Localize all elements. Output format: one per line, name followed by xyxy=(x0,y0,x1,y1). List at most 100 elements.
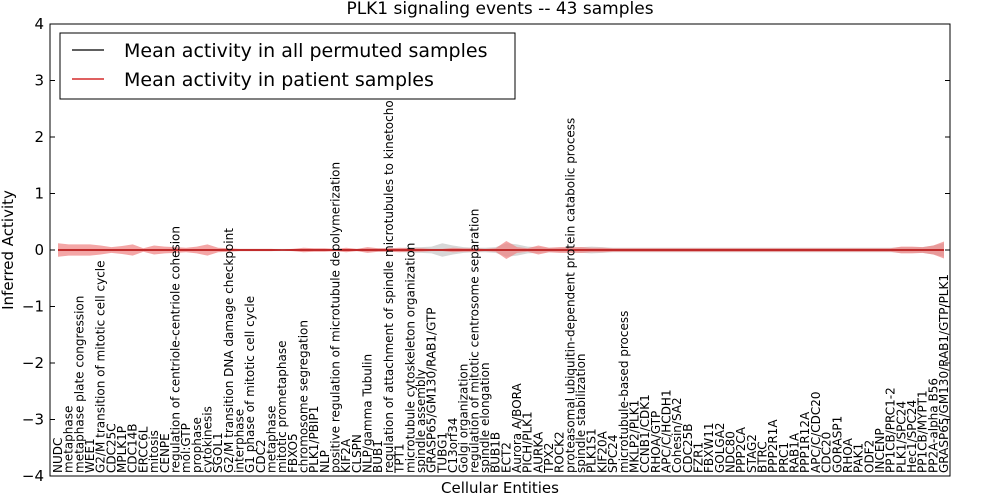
x-tick-label-bub1: BUB1 xyxy=(371,440,385,473)
legend-box xyxy=(59,32,516,100)
x-tick-label-tubg1: TUBG1 xyxy=(435,432,449,474)
x-tick-label-nlp-gamma-tubulin: NLP/gamma Tubulin xyxy=(361,354,375,473)
x-tick-label-proteasomal-ubiquitin-dependent-protein-catabolic-process: proteasomal ubiquitin-dependent protein … xyxy=(563,118,577,473)
x-tick-label-cohesin-sa2: Cohesin/SA2 xyxy=(670,397,684,473)
x-tick-label-apc-c-cdc20: APC/C/CDC20 xyxy=(809,391,823,473)
x-tick-label-mitosis: mitosis xyxy=(147,430,161,473)
legend-label-permuted: Mean activity in all permuted samples xyxy=(124,40,487,62)
x-tick-label-fbxw11: FBXW11 xyxy=(702,423,716,474)
y-tick-label: −3 xyxy=(22,411,44,429)
x-tick-label-plk1-pbip1: PLK1/PBIP1 xyxy=(307,406,321,473)
x-tick-label-aurora-a-bora: Aurora A/BORA xyxy=(510,383,524,473)
y-tick-label: 3 xyxy=(34,72,44,90)
x-tick-label-positive-regulation-of-microtubule-depolymerization: positive regulation of microtubule depol… xyxy=(329,162,343,473)
x-tick-label-interphase: interphase xyxy=(232,409,246,473)
x-tick-label-fbxo5: FBXO5 xyxy=(286,433,300,473)
x-tick-label-kif2a: KIF2A xyxy=(339,438,353,473)
x-tick-label-golga2: GOLGA2 xyxy=(713,422,727,473)
x-tick-label-mklp2-plk1: MKLP2/PLK1 xyxy=(627,400,641,473)
x-tick-label-prophase: prophase xyxy=(190,417,204,473)
x-tick-label-btrc: BTRC xyxy=(756,441,770,473)
x-tick-label-golgi-organization: Golgi organization xyxy=(457,364,471,473)
x-tick-label-microtubule-cytoskeleton-organization: microtubule cytoskeleton organization xyxy=(403,243,417,473)
x-tick-label-sgol1: SGOL1 xyxy=(211,432,225,473)
x-axis-label: Cellular Entities xyxy=(441,479,559,497)
x-tick-label-stag2: STAG2 xyxy=(745,434,759,473)
x-tick-label-pak1: PAK1 xyxy=(852,443,866,473)
y-tick-label: −1 xyxy=(22,298,44,316)
x-tick-label-plk1s1: PLK1S1 xyxy=(585,428,599,473)
x-tick-label-metaphase: metaphase xyxy=(62,406,76,473)
legend-label-patient: Mean activity in patient samples xyxy=(124,69,434,91)
x-tick-label-cdc2: CDC2 xyxy=(254,439,268,473)
x-tick-label-incenp: INCENP xyxy=(873,428,887,473)
x-tick-label-spc24: SPC24 xyxy=(606,434,620,473)
x-tick-label-odf2: ODF2 xyxy=(862,440,876,473)
x-tick-label-aurka: AURKA xyxy=(531,431,545,473)
x-tick-label-ppp2ca: PPP2CA xyxy=(734,426,748,473)
y-axis-label: Inferred Activity xyxy=(0,190,17,310)
x-tick-label-cdc25b: CDC25B xyxy=(681,424,695,474)
y-tick-label: −2 xyxy=(22,354,44,372)
x-tick-label-pp2a-alpha-b56: PP2A-alpha B56 xyxy=(926,378,940,473)
x-tick-label-spindle-elongation: spindle elongation xyxy=(478,362,492,473)
x-tick-label-regulation-of-centriole-centriole-cohesion: regulation of centriole-centriole cohesi… xyxy=(168,226,182,473)
x-tick-label-mplk1p: MPLK1P xyxy=(115,426,129,473)
x-tick-label-ppp2r1a: PPP2R1A xyxy=(766,419,780,473)
x-tick-label-chromosome-segregation: chromosome segregation xyxy=(297,320,311,473)
x-tick-label-clspn: CLSPN xyxy=(350,434,364,473)
x-tick-label-regulation-of-mitotic-centrosome-separation: regulation of mitotic centrosome separat… xyxy=(467,209,481,473)
x-tick-label-ect2: ECT2 xyxy=(499,442,513,473)
x-tick-label-nlp: NLP xyxy=(318,450,332,473)
x-tick-label-rhoa: RHOA xyxy=(841,437,855,473)
x-tick-label-wee1: WEE1 xyxy=(83,438,97,473)
x-tick-label-nudc: NUDC xyxy=(51,438,65,473)
x-tick-label-g2-m-transition-of-mitotic-cell-cycle: G2/M transition of mitotic cell cycle xyxy=(94,260,108,473)
x-tick-label-rock2: ROCK2 xyxy=(553,431,567,473)
x-tick-label-rab1a: RAB1A xyxy=(788,432,802,473)
y-tick-label: −4 xyxy=(22,467,44,485)
plot-frame xyxy=(49,23,951,477)
x-tick-label-gorasp1: GORASP1 xyxy=(830,416,844,473)
legend: Mean activity in all permuted samples Me… xyxy=(59,32,516,100)
x-tick-label-grasp65-gm130-rab1-gtp-plk1: GRASP65/GM130/RAB1/GTP/PLK1 xyxy=(937,274,951,473)
x-tick-label-kif20a: KIF20A xyxy=(595,430,609,473)
x-tick-label-g1-phase-of-mitotic-cell-cycle: G1 phase of mitotic cell cycle xyxy=(243,296,257,473)
x-tick-label-cdc14b: CDC14B xyxy=(126,424,140,474)
x-tick-label-metaphase: metaphase xyxy=(264,406,278,473)
x-tick-label-tpt1: TPT1 xyxy=(393,443,407,474)
x-tick-label-prc1: PRC1 xyxy=(777,442,791,473)
x-tick-label-metaphase-plate-congression: metaphase plate congression xyxy=(72,296,86,473)
y-tick-label: 4 xyxy=(34,15,44,33)
x-tick-label-pp1cb-mypt1: PP1CB/MYPT1 xyxy=(916,390,930,473)
x-tick-label-apc-c-hcdh1: APC/C/HCDH1 xyxy=(659,389,673,473)
x-tick-label-fzr1: FZR1 xyxy=(691,442,705,473)
x-tick-label-ppp1r12a: PPP1R12A xyxy=(798,411,812,473)
y-tick-label: 1 xyxy=(34,185,44,203)
x-tick-label-cdc25c: CDC25C xyxy=(104,423,118,473)
x-tick-label-ccnb1-cdk1: CCNB1/CDK1 xyxy=(638,394,652,473)
x-tick-label-pich-plk1: PICH/PLK1 xyxy=(521,411,535,473)
x-tick-label-c13orf34: C13orf34 xyxy=(446,418,460,473)
x-tick-label-regulation-of-attachment-of-spindle-microtubules-to-kinetochore: regulation of attachment of spindle micr… xyxy=(382,88,396,473)
x-tick-label-ndc80: NDC80 xyxy=(724,431,738,473)
y-tick-label: 0 xyxy=(34,241,44,259)
x-tick-label-tpx2: TPX2 xyxy=(542,443,556,474)
x-tick-label-plk1-spc24: PLK1/SPC24 xyxy=(894,401,908,473)
x-tick-label-grasp65-gm130-rab1-gtp: GRASP65/GM130/RAB1/GTP xyxy=(425,307,439,473)
x-tick-label-ercc6l: ERCC6L xyxy=(136,426,150,473)
x-tick-label-cenpe: CENPE xyxy=(158,433,172,473)
x-tick-label-rhoa-gtp: RHOA/GTP xyxy=(649,411,663,473)
x-tick-label-pp1cb-prc1-2: PP1CB/PRC1-2 xyxy=(884,387,898,473)
x-tick-label-mol-gtp: mol:GTP xyxy=(179,423,193,473)
x-tick-label-cytokinesis: cytokinesis xyxy=(200,406,214,473)
x-tick-label-mitotic-prometaphase: mitotic prometaphase xyxy=(275,341,289,474)
y-tick-label: 2 xyxy=(34,128,44,146)
x-tick-label-hec1-spc24: Hec1/SPC24 xyxy=(905,400,919,473)
x-tick-label-microtubule-based-process: microtubule-based process xyxy=(617,311,631,473)
chart-title: PLK1 signaling events -- 43 samples xyxy=(346,0,653,19)
x-tick-label-spindle-assembly: spindle assembly xyxy=(414,369,428,473)
x-tick-label-g2-m-transition-dna-damage-checkpoint: G2/M transition DNA damage checkpoint xyxy=(222,228,236,473)
